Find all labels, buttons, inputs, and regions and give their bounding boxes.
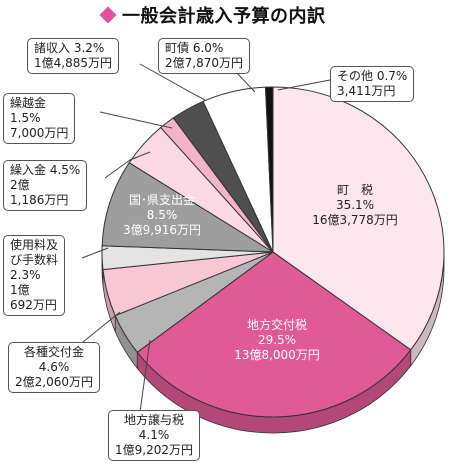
callout-carryover-line1: 繰越金 [10,96,47,110]
label-town-tax-amount: 16億3,778万円 [312,213,398,227]
callout-fees-line1: 使用料及 [10,238,59,252]
label-national-pref: 国･県支出金 8.5% 3億9,916万円 [112,193,212,238]
callout-misc: 諸収入 3.2% 1億4,885万円 [27,38,119,74]
slice-other [264,86,274,253]
callout-grants-line3: 2億2,060万円 [15,375,93,389]
label-local-allocation-tax: 地方交付税 29.5% 13億8,000万円 [222,318,332,363]
diamond-bullet-icon [99,6,117,24]
slice-local-allocation-tax [136,251,412,418]
callout-other: その他 0.7% 3,411万円 [330,66,415,102]
callout-fees-line4: 1億 [10,283,30,297]
leader-other [277,79,331,91]
callout-local-transfer-tax-line3: 1億9,202万円 [115,443,193,457]
callout-carryover: 繰越金 1.5% 7,000万円 [3,93,76,144]
callout-grants-line1: 各種交付金 [23,345,84,359]
callout-transfers-line1: 繰入金 4.5% [10,163,81,177]
label-town-tax: 町 税 35.1% 16億3,778万円 [305,183,405,228]
leader-transfers [104,151,151,179]
leader-grants [77,311,121,347]
chart-title: 一般会計歳入予算の内訳 [99,2,326,28]
leader-misc [139,63,206,101]
label-local-allocation-tax-percent: 29.5% [257,333,297,347]
callout-town-bonds-line1: 町債 6.0% [165,41,224,55]
callout-fees-line5: 692万円 [10,298,57,312]
callout-town-bonds: 町債 6.0% 2億7,870万円 [158,38,250,74]
label-local-allocation-tax-name: 地方交付税 [246,318,307,332]
slice-national-pref [101,162,275,253]
callout-fees: 使用料及 び手数料 2.3% 1億 692万円 [3,235,66,316]
label-local-allocation-tax-amount: 13億8,000万円 [234,348,320,362]
callout-other-line2: 3,411万円 [337,84,396,98]
slice-town-tax [272,86,445,351]
callout-misc-line2: 1億4,885万円 [34,56,112,70]
callout-grants-line2: 4.6% [38,360,70,374]
callout-transfers-line2: 2億 [10,178,30,192]
callout-local-transfer-tax-line1: 地方譲与税 [123,413,184,427]
callout-fees-line2: び手数料 [10,253,59,267]
leader-fees [81,247,109,259]
callout-fees-line3: 2.3% [10,268,41,282]
label-town-tax-percent: 35.1% [335,198,375,212]
chart-title-text: 一般会計歳入予算の内訳 [122,6,326,27]
callout-local-transfer-tax-line2: 4.1% [138,428,170,442]
callout-carryover-line3: 7,000万円 [10,126,69,140]
label-national-pref-amount: 3億9,916万円 [123,223,201,237]
label-town-tax-name: 町 税 [336,183,373,197]
label-national-pref-percent: 8.5% [146,208,178,222]
callout-transfers-line3: 1,186万円 [10,193,69,207]
callout-transfers: 繰入金 4.5% 2億 1,186万円 [3,160,88,211]
label-national-pref-name: 国･県支出金 [128,193,195,207]
callout-town-bonds-line2: 2億7,870万円 [165,56,243,70]
callout-carryover-line2: 1.5% [10,111,41,125]
callout-other-line1: その他 0.7% [337,69,408,83]
leader-local-transfer-tax [139,339,151,413]
leader-town-bonds [235,71,256,93]
callout-misc-line1: 諸収入 3.2% [34,41,105,55]
leader-carryover [99,111,173,129]
callout-local-transfer-tax: 地方譲与税 4.1% 1億9,202万円 [108,410,200,461]
callout-grants: 各種交付金 4.6% 2億2,060万円 [8,342,100,393]
